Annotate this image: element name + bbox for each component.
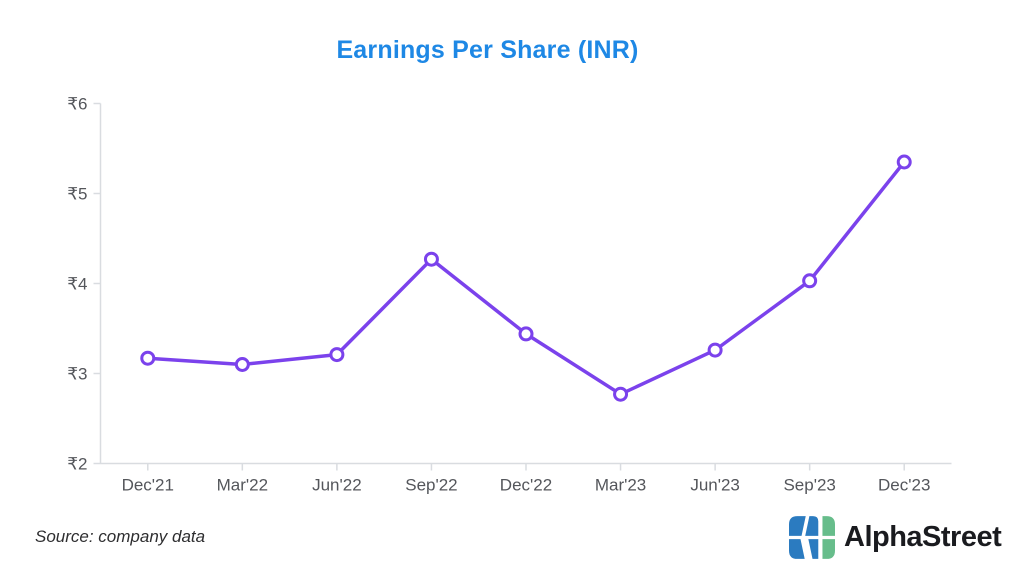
y-tick-label: ₹2 xyxy=(67,455,87,474)
logo-petal-bottom-middle xyxy=(808,539,819,559)
x-tick-label: Dec'23 xyxy=(878,476,930,495)
logo-petal-top-left xyxy=(789,516,806,536)
x-tick-label: Mar'22 xyxy=(217,476,268,495)
chart-title: Earnings Per Share (INR) xyxy=(336,36,639,64)
logo-petal-top-middle xyxy=(805,516,819,536)
x-tick-label: Mar'23 xyxy=(595,476,646,495)
logo-petal-bottom-left xyxy=(789,539,805,559)
x-tick-label: Sep'23 xyxy=(783,476,835,495)
x-tick-label: Dec'21 xyxy=(122,476,174,495)
data-point-marker xyxy=(518,326,534,342)
data-point-marker xyxy=(707,342,723,358)
data-point-marker xyxy=(802,273,818,289)
x-tick-label: Jun'23 xyxy=(690,476,740,495)
y-tick-label: ₹6 xyxy=(67,95,87,114)
x-tick-label: Dec'22 xyxy=(500,476,552,495)
x-tick-label: Jun'22 xyxy=(312,476,362,495)
data-point-marker xyxy=(613,386,629,402)
logo-petal-top-right xyxy=(822,516,835,536)
y-tick-label: ₹3 xyxy=(67,365,87,384)
y-tick-label: ₹5 xyxy=(67,185,87,204)
eps-series-line xyxy=(146,160,906,396)
alphastreet-logo-icon xyxy=(789,516,835,559)
data-point-marker xyxy=(896,154,912,170)
alphastreet-logo-text: AlphaStreet xyxy=(844,521,1002,553)
y-tick-label: ₹4 xyxy=(67,275,87,294)
source-note: Source: company data xyxy=(35,527,206,546)
data-point-marker xyxy=(234,357,250,372)
data-point-marker xyxy=(423,251,439,267)
eps-line-chart: ₹2 ₹3 ₹4 ₹5 ₹6 Dec'21 Mar'22 Jun'22 Sep'22 Dec'22… xyxy=(67,95,952,495)
x-tick-label: Sep'22 xyxy=(405,476,457,495)
data-point-marker xyxy=(140,350,156,366)
data-point-marker xyxy=(329,347,345,363)
logo-petal-bottom-right xyxy=(822,539,835,559)
alphastreet-logo: AlphaStreet xyxy=(789,516,1002,559)
